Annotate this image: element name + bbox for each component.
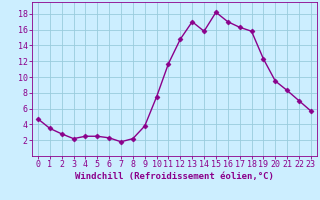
X-axis label: Windchill (Refroidissement éolien,°C): Windchill (Refroidissement éolien,°C)	[75, 172, 274, 181]
